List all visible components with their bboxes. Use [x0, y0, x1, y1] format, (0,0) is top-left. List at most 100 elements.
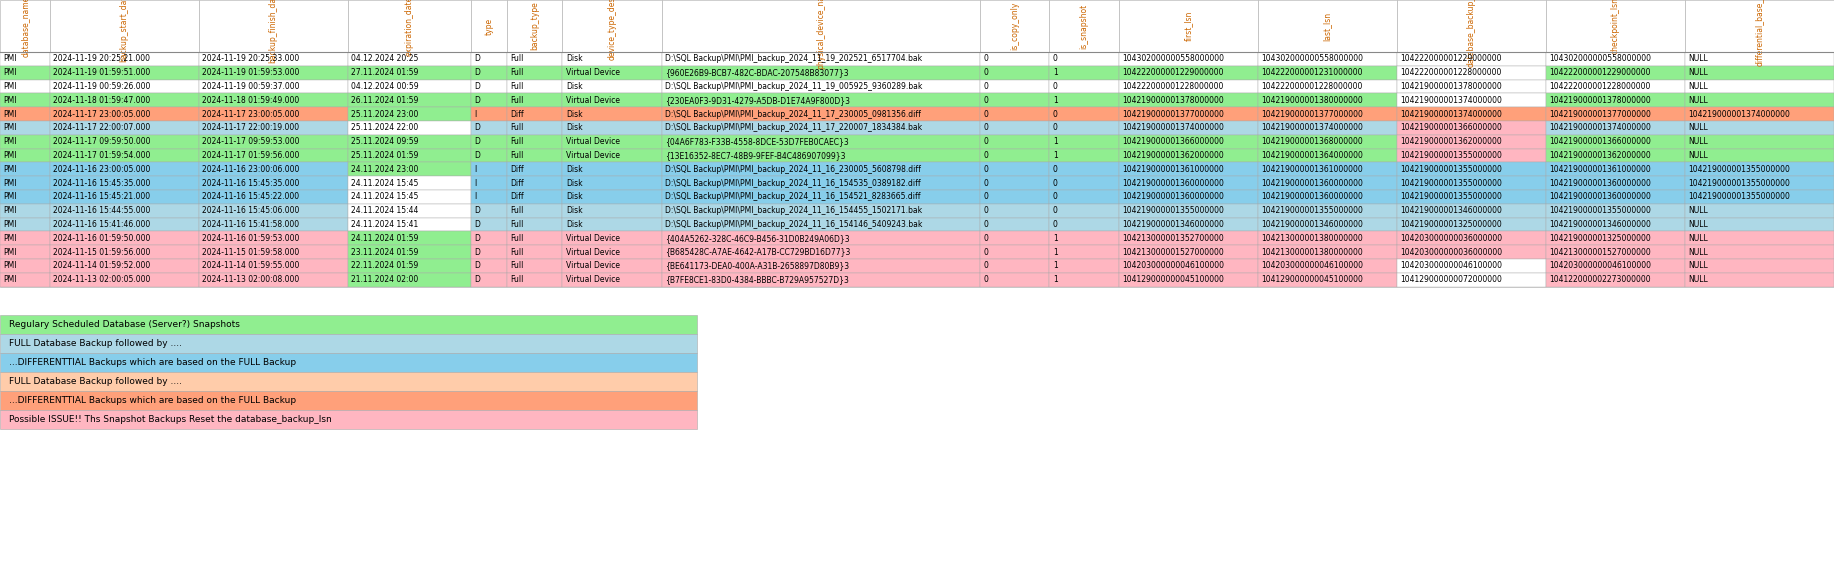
Text: 1: 1 [1053, 151, 1058, 160]
Bar [506, 273, 563, 287]
Text: is_copy_only: is_copy_only [1011, 2, 1020, 50]
Text: Disk: Disk [567, 123, 583, 132]
Bar [1119, 259, 1258, 273]
Bar [1546, 52, 1685, 66]
Bar [0, 245, 50, 259]
Bar [50, 176, 198, 190]
Text: Diff: Diff [510, 178, 525, 187]
Bar [1685, 149, 1834, 162]
Text: Full: Full [510, 137, 525, 146]
Bar [662, 176, 979, 190]
Text: 104219000001355000000: 104219000001355000000 [1401, 178, 1502, 187]
Text: Virtual Device: Virtual Device [567, 234, 620, 243]
Bar [50, 121, 198, 135]
Bar [1049, 93, 1119, 107]
Bar [50, 52, 198, 66]
Text: 104203000000036000000: 104203000000036000000 [1401, 248, 1502, 257]
Text: PMI: PMI [4, 178, 17, 187]
Text: 2024-11-16 15:41:46.000: 2024-11-16 15:41:46.000 [53, 220, 150, 229]
Text: 104219000001378000000: 104219000001378000000 [1401, 82, 1502, 91]
Text: 104219000001360000000: 104219000001360000000 [1262, 193, 1363, 202]
Text: Diff: Diff [510, 193, 525, 202]
Bar [198, 218, 348, 231]
Bar [198, 162, 348, 176]
Bar [979, 107, 1049, 121]
Text: NULL: NULL [1689, 248, 1709, 257]
Text: 104219000001355000000: 104219000001355000000 [1550, 206, 1651, 215]
Bar [662, 231, 979, 245]
Text: Disk: Disk [567, 55, 583, 64]
Bar [1258, 231, 1398, 245]
Bar [50, 149, 198, 162]
Text: 104219000001378000000: 104219000001378000000 [1122, 96, 1223, 105]
Text: D:\SQL Backup\PMI\PMI_backup_2024_11_17_230005_0981356.diff: D:\SQL Backup\PMI\PMI_backup_2024_11_17_… [666, 110, 921, 119]
Bar [979, 121, 1049, 135]
Text: Full: Full [510, 220, 525, 229]
Bar [979, 80, 1049, 93]
Text: NULL: NULL [1689, 151, 1709, 160]
Bar [979, 0, 1049, 52]
Bar [198, 190, 348, 204]
Text: 2024-11-17 09:59:53.000: 2024-11-17 09:59:53.000 [202, 137, 301, 146]
Bar [471, 231, 506, 245]
Text: 104219000001355000000: 104219000001355000000 [1689, 178, 1790, 187]
Text: 0: 0 [983, 275, 989, 284]
Text: Disk: Disk [567, 193, 583, 202]
Bar [1398, 93, 1546, 107]
Text: 104219000001377000000: 104219000001377000000 [1122, 110, 1225, 119]
Text: 2024-11-16 01:59:50.000: 2024-11-16 01:59:50.000 [53, 234, 150, 243]
Bar [506, 0, 563, 52]
Bar [1398, 273, 1546, 287]
Bar [1119, 231, 1258, 245]
Text: PMI: PMI [4, 220, 17, 229]
Bar [471, 273, 506, 287]
Text: 104219000001362000000: 104219000001362000000 [1550, 151, 1651, 160]
Bar [979, 66, 1049, 80]
Text: 104222000001229000000: 104222000001229000000 [1401, 55, 1502, 64]
Bar [1119, 107, 1258, 121]
Bar [1398, 218, 1546, 231]
Bar [0, 80, 50, 93]
Bar [471, 190, 506, 204]
Bar [979, 149, 1049, 162]
Text: expiration_date: expiration_date [405, 0, 414, 56]
Bar [1685, 121, 1834, 135]
Bar [563, 190, 662, 204]
Bar [1049, 80, 1119, 93]
Bar [1258, 273, 1398, 287]
Text: database_name: database_name [20, 0, 29, 57]
Text: 2024-11-18 01:59:49.000: 2024-11-18 01:59:49.000 [202, 96, 299, 105]
Bar [471, 162, 506, 176]
Text: Full: Full [510, 123, 525, 132]
Text: 24.11.2024 15:44: 24.11.2024 15:44 [352, 206, 418, 215]
Bar [662, 135, 979, 149]
Bar [50, 259, 198, 273]
Text: 1: 1 [1053, 96, 1058, 105]
Bar [662, 245, 979, 259]
Text: 104222000001228000000: 104222000001228000000 [1401, 68, 1502, 77]
Text: device_type_desc: device_type_desc [607, 0, 616, 60]
Bar [1049, 231, 1119, 245]
Text: 2024-11-13 02:00:05.000: 2024-11-13 02:00:05.000 [53, 275, 150, 284]
Text: 104219000001346000000: 104219000001346000000 [1550, 220, 1651, 229]
Bar [1258, 245, 1398, 259]
Text: 104203000000046100000: 104203000000046100000 [1550, 261, 1652, 270]
Bar [1119, 135, 1258, 149]
Text: 0: 0 [1053, 165, 1058, 174]
Text: 104222000001229000000: 104222000001229000000 [1122, 68, 1223, 77]
Text: Virtual Device: Virtual Device [567, 248, 620, 257]
Bar [1049, 66, 1119, 80]
Text: I: I [475, 193, 477, 202]
Text: 104219000001374000000: 104219000001374000000 [1262, 123, 1363, 132]
Bar [662, 162, 979, 176]
Text: Virtual Device: Virtual Device [567, 68, 620, 77]
Bar [979, 162, 1049, 176]
Text: {230EA0F3-9D31-4279-A5DB-D1E74A9F800D}3: {230EA0F3-9D31-4279-A5DB-D1E74A9F800D}3 [666, 96, 851, 105]
Text: {04A6F783-F33B-4558-8DCE-53D7FEB0CAEC}3: {04A6F783-F33B-4558-8DCE-53D7FEB0CAEC}3 [666, 137, 849, 146]
Bar [1546, 121, 1685, 135]
Bar [198, 176, 348, 190]
Bar [50, 273, 198, 287]
Bar [471, 80, 506, 93]
Bar [662, 190, 979, 204]
Bar [1398, 80, 1546, 93]
